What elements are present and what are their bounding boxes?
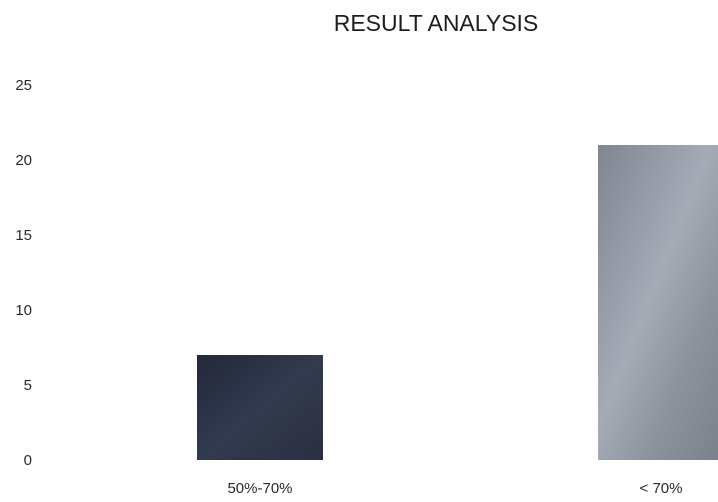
bars bbox=[197, 145, 718, 460]
x-category-label: 50%-70% bbox=[227, 480, 292, 497]
y-axis: 0 5 10 15 20 25 bbox=[15, 77, 32, 469]
y-tick-label: 10 bbox=[15, 302, 32, 319]
x-axis: 50%-70% < 70% bbox=[227, 480, 682, 497]
y-tick-label: 0 bbox=[24, 452, 32, 469]
y-tick-label: 25 bbox=[15, 77, 32, 94]
x-category-label: < 70% bbox=[640, 480, 683, 497]
bar-1 bbox=[197, 355, 323, 460]
bar-2 bbox=[598, 145, 718, 460]
y-tick-label: 15 bbox=[15, 227, 32, 244]
y-tick-label: 5 bbox=[24, 377, 32, 394]
chart-title: RESULT ANALYSIS bbox=[334, 10, 539, 36]
y-tick-label: 20 bbox=[15, 152, 32, 169]
